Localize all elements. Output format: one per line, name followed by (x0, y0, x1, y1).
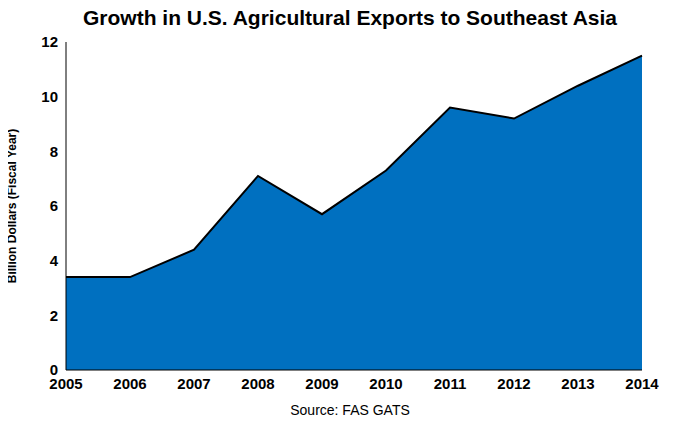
html-text:Source: FAS GATS: Source: FAS GATS (290, 402, 410, 418)
svg-text:2012: 2012 (497, 375, 530, 392)
svg-text:4: 4 (50, 252, 59, 269)
svg-text:2005: 2005 (49, 374, 83, 392)
svg-text:0: 0 (50, 361, 58, 378)
svg-text:2014: 2014 (625, 375, 659, 392)
svg-text:8: 8 (50, 143, 58, 160)
html-text:Growth in U.S. Agricultural Ex: Growth in U.S. Agricultural Exports to S… (83, 6, 617, 29)
svg-text:Billion Dollars (Fiscal Year): Billion Dollars (Fiscal Year) (8, 129, 19, 284)
svg-text:6: 6 (50, 197, 58, 214)
svg-text:12: 12 (41, 33, 58, 50)
svg-text:2009: 2009 (305, 375, 338, 392)
svg-text:2011: 2011 (434, 375, 467, 392)
svg-text:10: 10 (41, 88, 58, 105)
svg-text:2006: 2006 (113, 375, 146, 392)
svg-text:2: 2 (50, 307, 58, 324)
svg-text:2010: 2010 (369, 375, 402, 392)
svg-text:2013: 2013 (561, 375, 594, 392)
svg-text:2008: 2008 (241, 375, 274, 392)
svg-text:2007: 2007 (177, 375, 210, 392)
